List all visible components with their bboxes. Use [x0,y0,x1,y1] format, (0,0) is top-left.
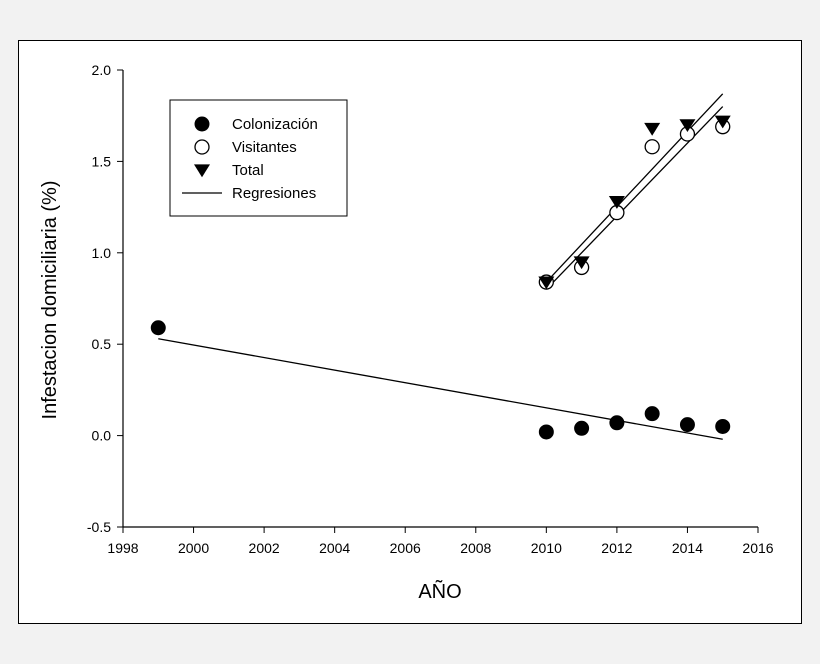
data-point [715,418,731,434]
x-tick-label: 2010 [531,540,562,556]
x-tick-label: 2004 [319,540,350,556]
data-point [644,122,661,136]
legend-marker [194,116,210,132]
x-tick-label: 2008 [460,540,491,556]
legend-label: Regresiones [232,185,316,202]
x-axis-label: AÑO [418,579,461,603]
legend-label: Total [232,162,264,179]
data-point [644,139,660,155]
data-points [150,115,731,440]
data-point [644,406,660,422]
x-tick-label: 1998 [107,540,138,556]
legend-marker [194,164,210,178]
legend-label: Colonización [232,116,318,133]
data-point [679,119,696,133]
data-point [574,420,590,436]
data-point [573,256,590,270]
data-point [714,115,731,129]
regression-line [545,93,724,283]
y-tick-label: 1.0 [92,245,112,261]
data-point [538,276,555,290]
data-point [150,320,166,336]
legend: Colonización Visitantes Total Regresiones [169,99,348,217]
regression-line [158,338,723,440]
x-tick-label: 2012 [601,540,632,556]
y-tick-label: 2.0 [92,62,112,78]
y-tick-label: -0.5 [87,519,111,535]
data-point [679,417,695,433]
y-tick-label: 1.5 [92,153,112,169]
data-point [609,415,625,431]
legend-label: Visitantes [232,139,297,156]
y-axis-label: Infestacion domiciliaria (%) [39,181,61,420]
axes: 1998 2000 2002 2004 2006 2008 2010 2012 2014 2016… [87,62,774,556]
legend-marker [194,139,210,155]
data-point [538,424,554,440]
y-tick-label: 0.0 [92,428,112,444]
data-point [608,196,625,209]
y-tick-label: 0.5 [92,336,112,352]
x-tick-label: 2006 [390,540,421,556]
x-tick-label: 2002 [249,540,280,556]
x-tick-label: 2000 [178,540,209,556]
x-tick-label: 2016 [742,540,773,556]
regression-line [545,106,724,290]
x-tick-label: 2014 [672,540,703,556]
